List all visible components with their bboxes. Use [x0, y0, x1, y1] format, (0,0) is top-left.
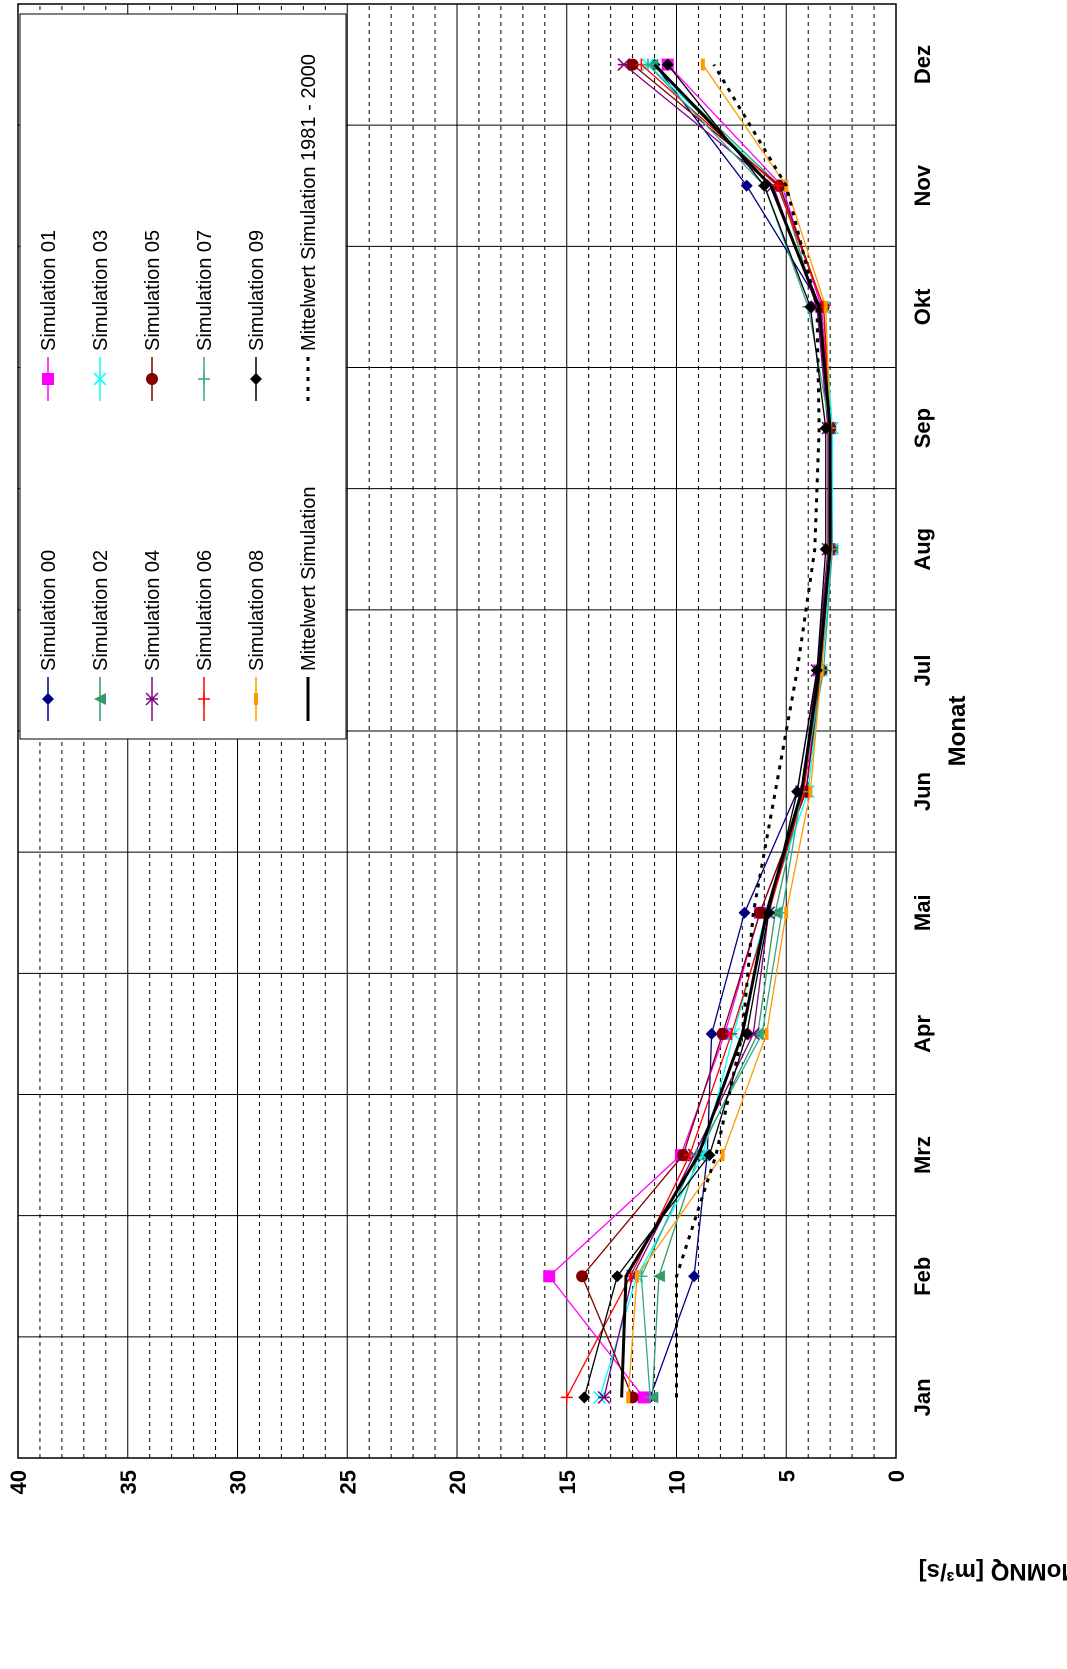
data-point: [823, 300, 828, 313]
data-point: [576, 1270, 589, 1283]
legend-entry: Simulation 02: [90, 550, 112, 721]
x-tick-label: Jun: [910, 772, 935, 811]
data-point: [597, 1390, 611, 1404]
legend-entry: Simulation 05: [142, 230, 164, 401]
legend: Simulation 00 Simulation 02 Simulation 04 S…: [19, 13, 347, 740]
legend-swatch-marker: [94, 693, 106, 705]
legend-entry: Mittelwert Simulation 1981 - 2000: [298, 54, 320, 401]
x-tick-label: Jan: [910, 1378, 935, 1416]
legend-label: Simulation 06: [194, 550, 216, 671]
plot-border: [17, 3, 897, 1459]
data-point: [560, 1391, 573, 1404]
legend-entry: Simulation 03: [90, 230, 112, 401]
legend-swatch-marker: [146, 373, 158, 385]
x-tick-label: Mrz: [910, 1136, 935, 1174]
legend-entry: Simulation 00: [38, 550, 60, 721]
series-line: [620, 63, 832, 1398]
y-axis-label: MoMNQ [m³/s]: [919, 1558, 1067, 1585]
y-tick-label: 25: [335, 1470, 360, 1494]
x-tick-label: Aug: [910, 528, 935, 571]
data-point: [661, 58, 674, 71]
legend-swatch-marker: [198, 373, 210, 385]
data-point: [626, 58, 639, 71]
legend-swatch-marker: [42, 373, 54, 385]
y-tick-label: 5: [774, 1470, 799, 1482]
data-point: [611, 1270, 624, 1283]
legend-swatch-marker: [250, 373, 262, 385]
y-tick-label: 35: [116, 1470, 141, 1494]
data-point: [644, 1391, 657, 1404]
data-point: [784, 906, 789, 919]
data-point: [725, 1027, 738, 1040]
data-point: [543, 1270, 556, 1283]
x-tick-label: Jul: [910, 655, 935, 687]
data-point: [626, 1391, 631, 1404]
legend-label: Simulation 09: [246, 230, 268, 351]
x-tick-label: Dez: [910, 45, 935, 84]
series-line: [583, 64, 827, 1398]
data-point: [652, 1270, 665, 1283]
y-tick-label: 0: [884, 1470, 909, 1482]
x-tick-label: Feb: [910, 1257, 935, 1296]
legend-entry: Simulation 09: [246, 230, 268, 401]
legend-label: Simulation 02: [90, 550, 112, 671]
legend-label: Simulation 05: [142, 230, 164, 351]
data-point: [641, 58, 654, 71]
legend-swatch-marker: [42, 693, 54, 705]
legend-label: Simulation 00: [38, 550, 60, 671]
y-tick-label: 40: [6, 1470, 31, 1494]
data-point: [700, 58, 705, 71]
legend-swatch-marker: [198, 693, 210, 705]
y-tick-labels: 0 5 10 15 20 25 30 35 40: [6, 1470, 909, 1494]
data-point: [769, 906, 782, 919]
y-tick-label: 10: [665, 1470, 690, 1494]
data-point: [716, 1027, 729, 1040]
series-group: [543, 58, 839, 1404]
legend-box: [19, 13, 347, 740]
legend-label: Mittelwert Simulation 1981 - 2000: [298, 54, 320, 351]
legend-entry: Mittelwert Simulation: [298, 486, 320, 721]
data-point: [634, 1270, 639, 1283]
x-tick-label: Sep: [910, 408, 935, 448]
legend-entry: Simulation 06: [194, 550, 216, 721]
series-mittelwert-simulation: [620, 63, 832, 1398]
x-tick-label: Apr: [910, 1015, 935, 1053]
legend-entry: Simulation 07: [194, 230, 216, 401]
x-tick-label: Nov: [910, 164, 935, 206]
data-point: [771, 179, 784, 192]
data-point: [720, 1149, 725, 1162]
data-point: [688, 1270, 701, 1283]
legend-entry: Simulation 08: [246, 550, 268, 721]
data-point: [753, 906, 766, 919]
legend-label: Simulation 08: [246, 550, 268, 671]
y-tick-label: 20: [445, 1470, 470, 1494]
data-point: [637, 1391, 650, 1404]
legend-swatch-marker: [93, 372, 107, 386]
legend-label: Simulation 01: [38, 230, 60, 351]
legend-label: Simulation 04: [142, 550, 164, 671]
data-point: [738, 906, 751, 919]
legend-label: Simulation 03: [90, 230, 112, 351]
x-axis-label: Monat: [944, 696, 971, 767]
legend-swatch-marker: [145, 692, 159, 706]
x-tick-label: Okt: [910, 288, 935, 325]
legend-label: Simulation 07: [194, 230, 216, 351]
data-point: [740, 179, 753, 192]
data-point: [804, 300, 817, 313]
legend-entry: Simulation 01: [38, 230, 60, 401]
x-tick-labels: Jan Feb Mrz Apr Mai Jun Jul Aug Sep Okt Nov Dez: [910, 45, 935, 1416]
x-tick-label: Mai: [910, 894, 935, 931]
series-line: [627, 64, 831, 1398]
data-point: [808, 785, 813, 798]
y-tick-label: 15: [555, 1470, 580, 1494]
legend-entry: Simulation 04: [142, 550, 164, 721]
data-point: [764, 1027, 769, 1040]
data-point: [677, 1149, 690, 1162]
legend-swatch-marker: [254, 693, 258, 705]
legend-label: Mittelwert Simulation: [298, 486, 320, 671]
y-tick-label: 30: [226, 1470, 251, 1494]
